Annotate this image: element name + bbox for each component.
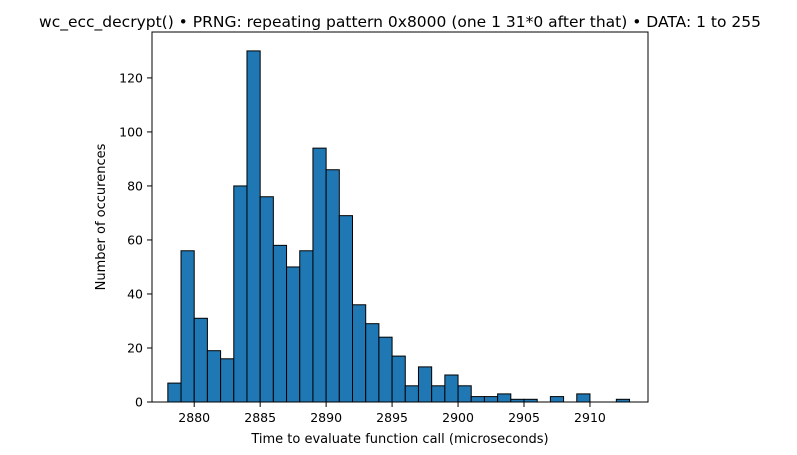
histogram-bar xyxy=(220,358,235,403)
histogram-bar xyxy=(549,396,565,403)
histogram-bar xyxy=(457,385,472,403)
histogram-bar xyxy=(167,382,182,403)
chart-title: wc_ecc_decrypt() • PRNG: repeating patte… xyxy=(39,13,761,32)
y-tick-label: 20 xyxy=(127,340,143,355)
x-axis-label: Time to evaluate function call (microsec… xyxy=(250,432,548,447)
histogram-bar xyxy=(352,304,367,403)
histogram-bar xyxy=(497,393,512,403)
histogram-bar xyxy=(338,215,354,403)
y-tick-label: 120 xyxy=(119,70,143,85)
histogram-bar xyxy=(378,336,393,403)
histogram-bar xyxy=(470,396,485,403)
histogram-bar xyxy=(431,385,446,403)
x-tick-label: 2895 xyxy=(376,410,408,425)
plot-frame xyxy=(151,31,649,403)
histogram-bar xyxy=(417,366,433,403)
bars-group xyxy=(167,50,631,403)
x-axis-ticks: 2880 2885 2890 2895 2900 2905 2910 xyxy=(178,402,606,425)
histogram-bar xyxy=(444,374,459,403)
x-tick-label: 2885 xyxy=(244,410,276,425)
histogram-bar xyxy=(404,385,419,403)
x-tick-label: 2900 xyxy=(442,410,474,425)
histogram-bar xyxy=(233,185,248,403)
histogram-bar xyxy=(272,244,288,403)
y-tick-label: 60 xyxy=(127,232,143,247)
histogram-bar xyxy=(246,50,261,403)
histogram-bar xyxy=(299,250,314,403)
y-axis-label: Number of occurences xyxy=(94,143,109,290)
histogram-bar xyxy=(206,350,222,403)
y-tick-label: 40 xyxy=(127,286,143,301)
histogram-bar xyxy=(483,396,499,403)
histogram-bar xyxy=(259,196,274,403)
histogram-bar xyxy=(391,355,406,403)
histogram-bar xyxy=(325,169,340,403)
histogram-bar xyxy=(576,393,591,403)
y-tick-label: 0 xyxy=(135,395,143,410)
histogram-bar xyxy=(286,266,301,403)
histogram-bar xyxy=(312,147,327,403)
histogram-bar xyxy=(365,323,380,403)
y-tick-label: 100 xyxy=(119,124,143,139)
histogram-bar xyxy=(180,250,195,403)
y-axis-ticks: 0 20 40 60 80 100 120 xyxy=(119,70,152,410)
y-tick-label: 80 xyxy=(127,178,143,193)
x-tick-label: 2890 xyxy=(310,410,342,425)
x-tick-label: 2910 xyxy=(574,410,606,425)
histogram-bar xyxy=(193,317,208,403)
x-tick-label: 2905 xyxy=(508,410,540,425)
x-tick-label: 2880 xyxy=(178,410,210,425)
